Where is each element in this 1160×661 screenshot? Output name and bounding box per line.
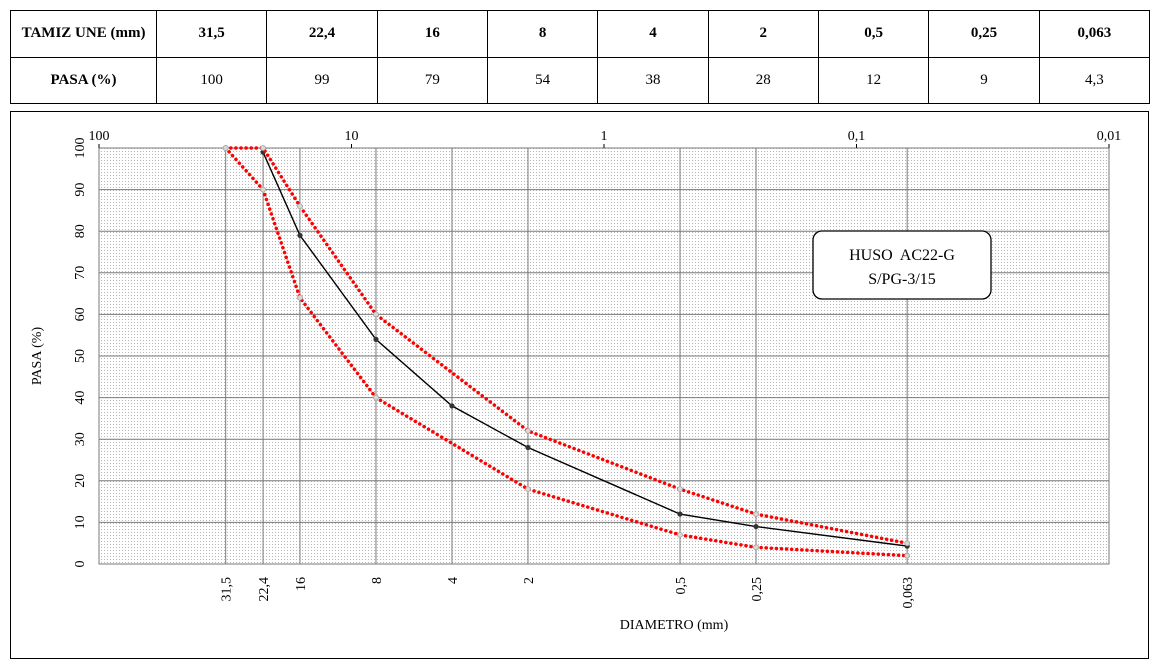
series-line-lower-limit (223, 146, 909, 558)
huso-annotation-box (812, 230, 992, 300)
series-line-measured (262, 151, 908, 547)
x-category-label: 22,4 (257, 577, 272, 602)
series-point-lower-limit (222, 145, 229, 151)
sieve-size-cell: 0,063 (1038, 10, 1151, 58)
series-line-upper-limit (223, 146, 909, 545)
passing-row: PASA (%) 100 99 79 54 38 28 12 9 4,3 (10, 56, 1151, 104)
sieve-size-cell: 8 (486, 10, 599, 58)
huso-annotation-line2: S/PG-3/15 (868, 271, 936, 288)
sieve-size-cell: 0,25 (928, 10, 1040, 58)
top-tick-label: 0,01 (1097, 129, 1122, 144)
grading-chart-svg: 100 10 1 0,1 0,01 0 10 20 30 40 50 60 70 80 90 100 PASA … (30, 129, 1122, 633)
x-category-label: 2 (522, 577, 537, 584)
huso-annotation-line1: HUSO AC22-G (849, 247, 955, 264)
passing-header: PASA (%) (10, 56, 157, 104)
series-point-measured (677, 511, 683, 517)
y-tick-label: 40 (73, 391, 88, 405)
passing-cell: 12 (817, 56, 930, 104)
series-point-upper-limit (297, 203, 303, 210)
series-point-measured (449, 403, 455, 409)
series-point-lower-limit (373, 394, 379, 401)
x-category-label: 8 (370, 577, 385, 584)
top-tick-label: 1 (601, 129, 608, 144)
y-tick-label: 90 (73, 183, 88, 197)
y-tick-label: 30 (73, 432, 88, 446)
sieve-size-cell: 4 (597, 10, 709, 58)
top-tick-label: 10 (345, 129, 359, 144)
series-point-upper-limit (260, 145, 266, 151)
y-tick-label: 100 (73, 138, 88, 159)
sieve-size-cell: 0,5 (817, 10, 930, 58)
series-point-upper-limit (677, 486, 683, 493)
sieve-size-header: TAMIZ UNE (mm) (10, 10, 157, 58)
passing-cell: 100 (155, 56, 268, 104)
sieve-size-cell: 2 (707, 10, 819, 58)
x-axis-title: DIAMETRO (mm) (620, 618, 729, 633)
y-tick-label: 80 (73, 224, 88, 238)
series-point-upper-limit (753, 511, 759, 517)
huso-annotation: HUSO AC22-G S/PG-3/15 (812, 230, 992, 300)
top-tick-label: 100 (89, 129, 110, 144)
sieve-size-cell: 31,5 (155, 10, 268, 58)
series-point-lower-limit (297, 294, 303, 301)
x-category-label: 0,5 (674, 577, 689, 595)
x-category-label: 0,25 (750, 577, 765, 602)
series-point-upper-limit (904, 540, 911, 547)
grading-chart: 100 10 1 0,1 0,01 0 10 20 30 40 50 60 70 80 90 100 PASA … (10, 111, 1149, 659)
passing-cell: 28 (707, 56, 819, 104)
series-point-lower-limit (753, 544, 759, 551)
y-tick-label: 60 (73, 307, 88, 321)
series-point-lower-limit (677, 531, 683, 538)
series-point-measured (753, 523, 759, 530)
passing-cell: 54 (486, 56, 599, 104)
y-axis-title: PASA (%) (30, 327, 45, 386)
passing-cell: 99 (266, 56, 378, 104)
series-point-upper-limit (373, 311, 379, 318)
y-tick-label: 20 (73, 474, 88, 488)
sieve-size-cell: 22,4 (266, 10, 378, 58)
sieve-table: TAMIZ UNE (mm) 31,5 22,4 16 8 4 2 0,5 0,… (10, 10, 1151, 104)
series-point-measured (297, 232, 303, 238)
x-category-label: 31,5 (220, 577, 235, 602)
series-point-lower-limit (904, 552, 911, 559)
passing-cell: 38 (597, 56, 709, 104)
series-point-upper-limit (525, 427, 531, 434)
sieve-size-cell: 16 (376, 10, 488, 58)
x-category-label: 0,063 (901, 577, 916, 609)
y-tick-label: 10 (73, 515, 88, 529)
y-tick-label: 70 (73, 266, 88, 280)
series-point-measured (525, 444, 531, 451)
x-category-label: 16 (294, 577, 309, 591)
series-point-measured (373, 336, 379, 342)
series-point-lower-limit (525, 486, 531, 493)
y-tick-label: 50 (73, 349, 88, 363)
top-tick-label: 0,1 (848, 129, 866, 144)
x-category-label: 4 (446, 577, 461, 584)
passing-cell: 9 (928, 56, 1040, 104)
sieve-size-row: TAMIZ UNE (mm) 31,5 22,4 16 8 4 2 0,5 0,… (10, 10, 1151, 58)
y-tick-label: 0 (73, 561, 88, 568)
passing-cell: 79 (376, 56, 488, 104)
passing-cell: 4,3 (1038, 56, 1151, 104)
series-point-lower-limit (260, 186, 266, 193)
